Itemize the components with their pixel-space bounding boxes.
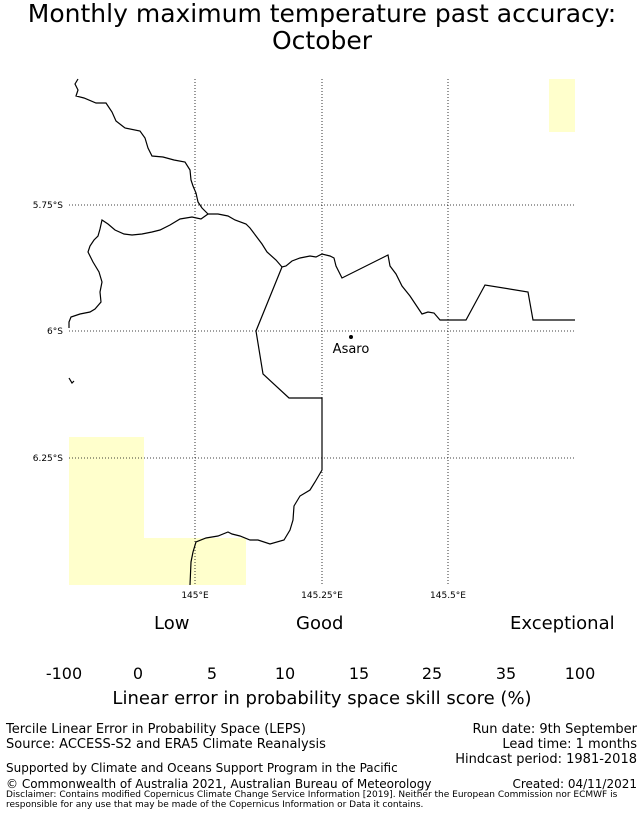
footer-source: Source: ACCESS-S2 and ERA5 Climate Reana… (6, 737, 326, 752)
footer-created: Created: 04/11/2021 (512, 777, 637, 791)
colorbar-tick: 0 (132, 664, 144, 683)
skill-cell-northeast (549, 79, 575, 132)
gridlines (69, 79, 575, 585)
footer-method: Tercile Linear Error in Probability Spac… (6, 722, 306, 737)
coastline-northwest (68, 78, 209, 328)
lat-label-6.25: 6.25°S (33, 454, 64, 464)
place-label-asaro: Asaro (333, 342, 370, 357)
category-good: Good (296, 613, 344, 634)
footer-copyright: © Commonwealth of Australia 2021, Austra… (6, 777, 432, 791)
coastline (68, 78, 575, 586)
footer-support: Supported by Climate and Oceans Support … (6, 761, 398, 775)
skill-cell-southwest (69, 437, 144, 585)
province-boundary (189, 266, 323, 586)
lon-label-145.25: 145.25°E (301, 591, 343, 601)
colorbar-tick: 35 (495, 664, 517, 683)
lat-label-6: 6°S (47, 327, 63, 337)
footer-run-date: Run date: 9th September (472, 722, 637, 737)
coastline-islet (68, 377, 75, 384)
category-exceptional: Exceptional (510, 613, 615, 634)
colorbar-tick: -100 (45, 664, 83, 683)
chart-title-line1: Monthly maximum temperature past accurac… (27, 0, 617, 28)
coastline-central (208, 213, 575, 321)
category-low: Low (154, 613, 190, 634)
colorbar-tick: 25 (421, 664, 443, 683)
footer-hindcast: Hindcast period: 1981-2018 (455, 752, 637, 767)
footer-lead-time: Lead time: 1 months (502, 737, 637, 752)
colorbar-tick: 100 (564, 664, 596, 683)
colorbar-tick: 15 (348, 664, 370, 683)
colorbar-tick: 5 (206, 664, 218, 683)
lat-label-5.75: 5.75°S (33, 201, 64, 211)
colorbar-tick: 10 (274, 664, 296, 683)
colorbar-title: Linear error in probability space skill … (112, 688, 532, 709)
map-panel: Asaro 5.75°S 6°S 6.25°S 145°E 145.25°E 1… (33, 78, 575, 601)
lon-label-145.5: 145.5°E (430, 591, 466, 601)
chart-title-line2: October (271, 26, 373, 55)
lon-label-145: 145°E (181, 591, 209, 601)
footer-disclaimer: Disclaimer: Contains modified Copernicus… (6, 790, 618, 810)
asaro-marker (349, 335, 353, 339)
